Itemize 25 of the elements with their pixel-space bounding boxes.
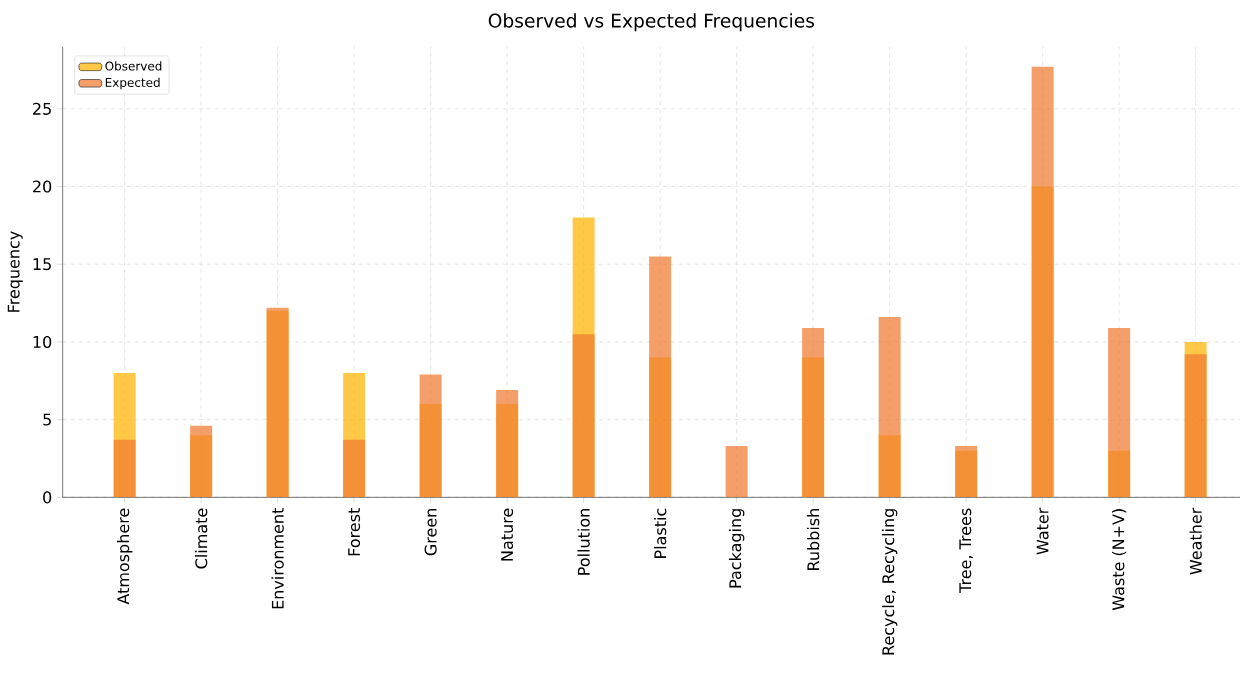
legend-label: Observed [105,61,162,71]
legend-label: Expected [105,77,160,90]
x-tick-label: Green [424,509,437,556]
y-tick-label: 0 [43,491,52,504]
x-tick-label: Recycle, Recycling [881,509,898,655]
x-tick-label: Packaging [728,509,745,588]
x-tick-label: Waste (N+V) [1112,509,1127,611]
y-axis-title: Frequency [7,231,23,312]
x-tick-label: Rubbish [806,509,820,570]
y-tick-label: 20 [33,180,52,193]
x-tick-label: Forest [348,508,361,556]
x-tick-label: Atmosphere [116,508,133,605]
x-tick-label: Water [1036,507,1049,555]
y-tick-label: 10 [33,335,52,348]
x-tick-label: Tree, Trees [959,508,973,593]
x-tick-label: Weather [1189,507,1202,575]
x-tick-label: Environment [271,508,284,609]
x-tick-label: Climate [194,508,208,569]
y-tick-label: 5 [43,413,51,426]
x-tick-label: Plastic [653,508,667,558]
x-tick-label: Pollution [577,509,590,575]
chart-title: Observed vs Expected Frequencies [488,13,815,32]
x-tick-label: Nature [501,508,514,561]
y-tick-label: 15 [33,258,51,271]
y-tick-label: 25 [33,102,51,115]
